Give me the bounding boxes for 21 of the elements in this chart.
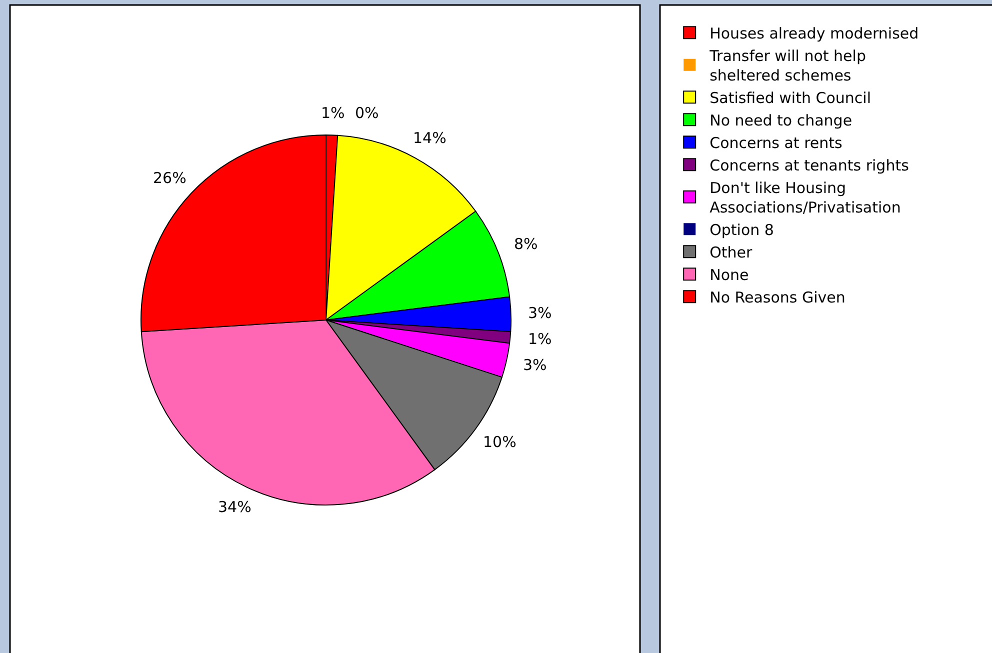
legend-label: Concerns at rents — [710, 134, 843, 152]
legend-label: Other — [710, 243, 754, 262]
data-label: 3% — [528, 304, 552, 322]
data-label: 14% — [413, 129, 446, 147]
legend-label: No Reasons Given — [710, 288, 846, 306]
data-label: 3% — [523, 356, 547, 374]
legend-label: Concerns at tenants rights — [710, 156, 910, 174]
legend-label: No need to change — [710, 111, 852, 130]
legend-label: Option 8 — [710, 220, 774, 239]
text: 0% — [355, 104, 379, 122]
legend-label: Houses already modernised — [710, 24, 919, 42]
data-label: 1% — [528, 330, 552, 348]
legend-label: Satisfied with Council — [710, 88, 871, 107]
data-label: 1% — [321, 104, 345, 122]
legend-label: Transfer will not help sheltered schemes — [708, 46, 866, 84]
legend-label: None — [710, 266, 749, 284]
data-label: 8% — [514, 235, 538, 253]
data-label: 34% — [218, 498, 252, 516]
data-label: 10% — [483, 433, 516, 451]
legend-label: Don't like Housing Associations/Privatisation — [710, 178, 901, 216]
data-label: 26% — [153, 169, 186, 187]
